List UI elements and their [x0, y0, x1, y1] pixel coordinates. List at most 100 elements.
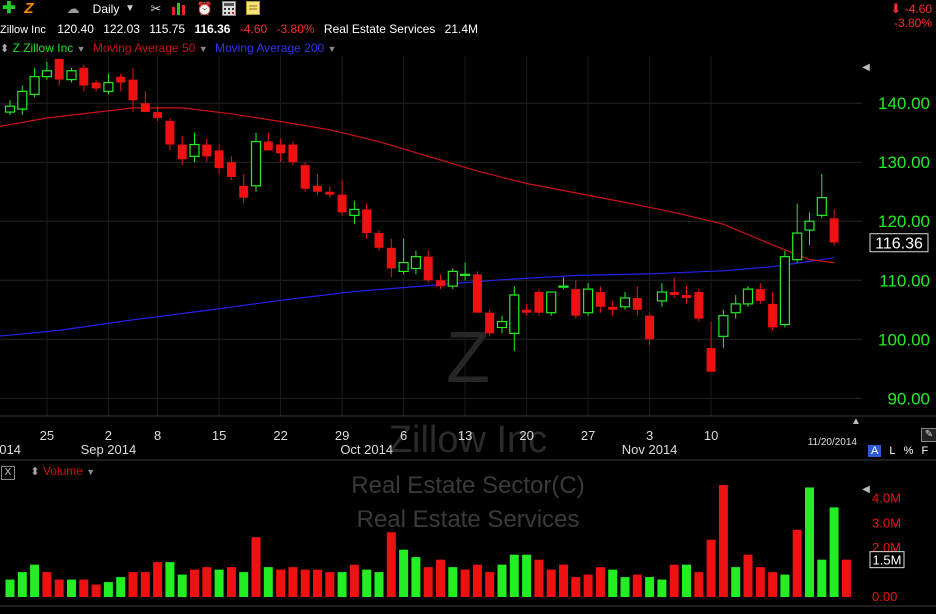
- alarm-clock-icon[interactable]: ⏰: [196, 1, 214, 16]
- note-icon[interactable]: [245, 1, 261, 17]
- change-box: ⬇ -4.60 -3.80%: [890, 1, 932, 31]
- tools-icon[interactable]: ✂: [150, 1, 162, 16]
- volume-bar: [694, 572, 704, 597]
- volume-bar: [374, 572, 384, 597]
- date-tick-label: 29: [335, 428, 349, 443]
- mode-button-fixed[interactable]: F: [921, 445, 929, 457]
- volume-bar: [497, 564, 507, 597]
- add-icon[interactable]: ✚: [2, 0, 16, 17]
- mode-button-percent[interactable]: %: [903, 445, 914, 457]
- move-handle-icon[interactable]: ⬍: [30, 466, 40, 478]
- date-tick-label: 8: [154, 428, 161, 443]
- candle-body: [645, 315, 655, 340]
- pencil-icon[interactable]: ✎: [921, 428, 936, 442]
- volume-bar: [349, 564, 359, 597]
- volume-scroll-icon: ◀: [862, 484, 870, 495]
- volume-bar: [448, 567, 458, 597]
- candle-body: [436, 280, 445, 287]
- mode-button-auto[interactable]: A: [868, 445, 882, 457]
- candle-body: [694, 292, 704, 319]
- candle-body: [288, 144, 298, 163]
- date-tick-label: 25: [40, 428, 54, 443]
- volume-tick-label: 0.00: [872, 589, 897, 604]
- candle-body: [79, 67, 89, 86]
- legend-ma200[interactable]: Moving Average 200: [214, 41, 325, 55]
- candle-body: [103, 81, 114, 93]
- candle-body: [534, 292, 544, 313]
- volume-tick-label: 4.0M: [872, 490, 901, 505]
- last-price: 116.36: [194, 22, 231, 36]
- last-price-tag: [869, 233, 929, 253]
- candle-body: [718, 315, 729, 337]
- interval-dropdown-icon[interactable]: ▼: [125, 3, 135, 14]
- candle-body: [558, 285, 569, 288]
- legend-symbol-dropdown-icon[interactable]: ▼: [76, 44, 86, 54]
- volume-bar: [411, 557, 421, 597]
- candle-body: [153, 112, 163, 118]
- volume-bar: [399, 549, 409, 597]
- volume-bar: [485, 572, 495, 597]
- candle-body: [682, 295, 691, 298]
- change-percent-quote: -3.80%: [276, 22, 315, 36]
- candle-body: [496, 320, 508, 329]
- price-tick-label: 90.00: [887, 389, 930, 408]
- volume-bar: [436, 559, 445, 597]
- candle-body: [202, 144, 212, 157]
- legend-ma200-dropdown-icon[interactable]: ▼: [327, 44, 337, 54]
- legend-symbol[interactable]: Z Zillow Inc: [12, 41, 74, 55]
- volume-bar: [829, 507, 839, 597]
- date-tick-label: 2: [105, 428, 112, 443]
- volume-label[interactable]: Volume: [42, 464, 83, 478]
- volume-dropdown-icon[interactable]: ▼: [86, 467, 96, 477]
- candle-body: [410, 256, 421, 270]
- calculator-icon[interactable]: [220, 1, 238, 17]
- move-handle-icon[interactable]: ⬍: [0, 43, 10, 55]
- volume-bar: [559, 564, 568, 597]
- candle-body: [546, 291, 557, 314]
- symbol-icon[interactable]: Z: [24, 0, 34, 17]
- candle-body: [509, 294, 520, 334]
- candle-body: [386, 247, 396, 269]
- volume-bar: [571, 577, 581, 597]
- date-tick-label: 22: [273, 428, 287, 443]
- down-arrow-icon: ⬇: [890, 1, 902, 16]
- candle-body: [398, 261, 409, 273]
- candle-body: [706, 348, 716, 372]
- price-tick-label: 140.00: [878, 94, 930, 113]
- candle-body: [447, 270, 458, 287]
- volume-bar: [472, 564, 482, 597]
- volume-bar: [42, 572, 52, 597]
- volume-bar: [337, 572, 347, 597]
- legend-ma50[interactable]: Moving Average 50: [92, 41, 196, 55]
- candle-body: [214, 150, 224, 169]
- volume-bar: [202, 567, 212, 597]
- volume-bar: [423, 567, 433, 597]
- volume-bar: [251, 537, 261, 597]
- volume-pane-controls: X ⬍ Volume ▼: [0, 463, 96, 480]
- candle-body: [742, 288, 754, 305]
- month-tick-label: Oct 2014: [340, 442, 393, 457]
- price-tick-label: 110.00: [879, 271, 930, 290]
- candle-body: [91, 82, 101, 89]
- toolbar: ✚ Z ☁ Daily ▼ ✂ ⏰: [0, 0, 936, 20]
- volume-bar: [522, 554, 532, 597]
- legend-row: ⬍ Z Zillow Inc ▼ Moving Average 50 ▼ Mov…: [0, 40, 336, 56]
- cloud-icon[interactable]: ☁: [66, 1, 80, 16]
- candle-body: [66, 70, 77, 81]
- bar-chart-icon[interactable]: [170, 1, 188, 17]
- candle-body: [349, 208, 360, 216]
- last-price-label: 116.36: [875, 236, 923, 253]
- volume-bar: [165, 562, 175, 597]
- interval-label[interactable]: Daily: [92, 2, 120, 16]
- volume-bar: [54, 579, 64, 597]
- date-stamp: 11/20/2014: [808, 437, 858, 448]
- volume-bar: [768, 572, 778, 597]
- volume-bar: [669, 564, 679, 597]
- volume-bar: [5, 579, 15, 597]
- company-name: Zillow Inc: [0, 24, 46, 36]
- close-pane-button[interactable]: X: [1, 466, 15, 480]
- candle-body: [804, 220, 815, 231]
- mode-button-log[interactable]: L: [889, 445, 896, 457]
- legend-ma50-dropdown-icon[interactable]: ▼: [198, 44, 208, 54]
